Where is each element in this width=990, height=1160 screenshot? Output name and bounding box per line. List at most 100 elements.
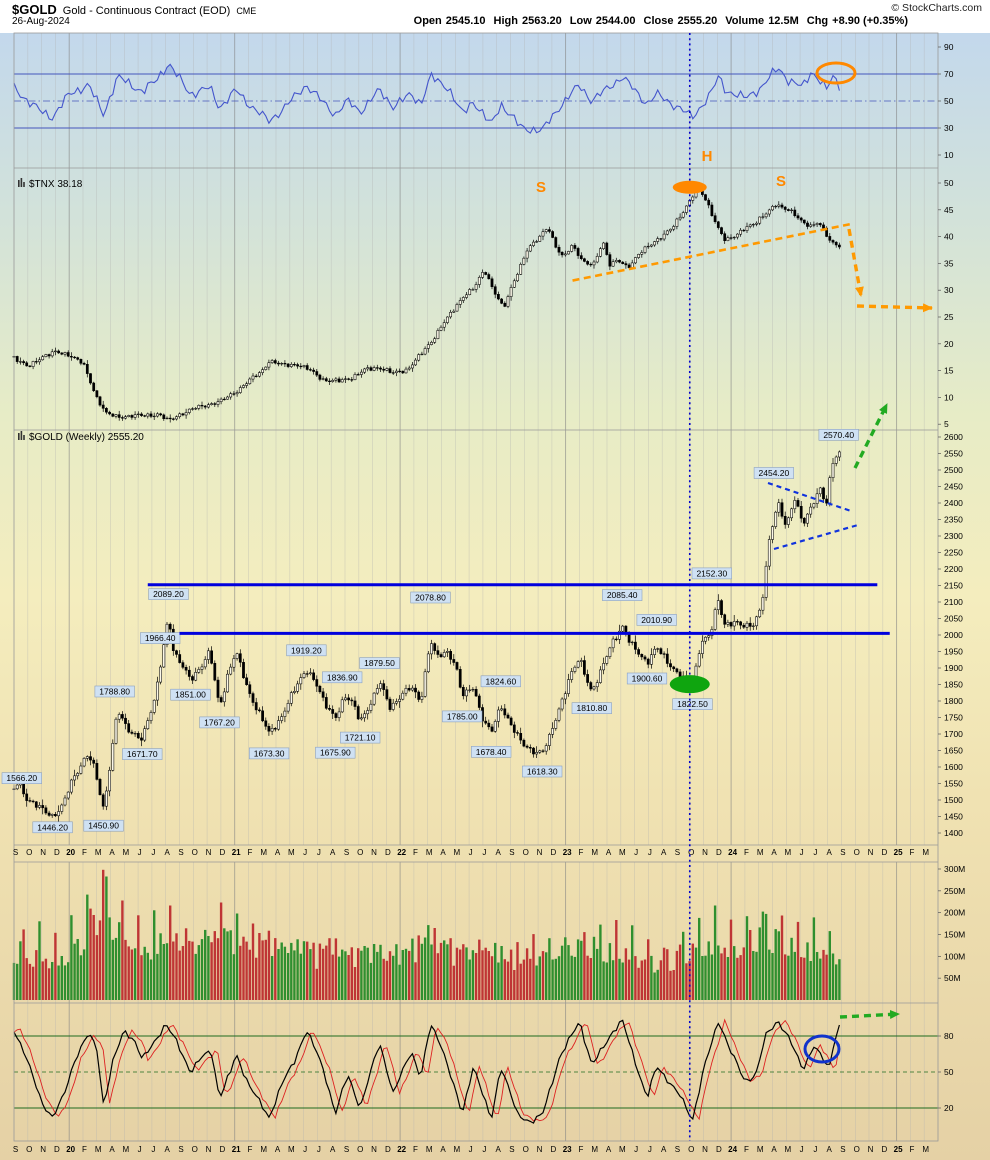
svg-text:2300: 2300 [944, 531, 963, 541]
svg-text:A: A [440, 848, 446, 857]
gold-bottom-ellipse [669, 675, 710, 694]
svg-text:F: F [909, 1145, 914, 1154]
svg-text:2089.20: 2089.20 [153, 589, 184, 599]
svg-text:S: S [840, 848, 845, 857]
svg-text:50: 50 [944, 96, 954, 106]
svg-text:2085.40: 2085.40 [607, 590, 638, 600]
quote-label: Close [643, 15, 674, 27]
svg-text:M: M [453, 1145, 460, 1154]
svg-text:M: M [922, 848, 929, 857]
svg-text:A: A [661, 848, 667, 857]
svg-text:S: S [344, 1145, 349, 1154]
annotations: S H S [147, 33, 933, 1141]
svg-text:N: N [206, 848, 212, 857]
svg-text:J: J [800, 848, 804, 857]
svg-text:1788.80: 1788.80 [99, 687, 130, 697]
svg-text:J: J [648, 1145, 652, 1154]
svg-text:A: A [771, 1145, 777, 1154]
svg-text:A: A [661, 1145, 667, 1154]
quote-label: Chg [806, 15, 829, 27]
svg-text:A: A [440, 1145, 446, 1154]
svg-text:N: N [868, 1145, 874, 1154]
svg-text:J: J [138, 1145, 142, 1154]
svg-text:N: N [206, 1145, 212, 1154]
x-axis-labels: SSOONNDD2020FFMMAAMMJJJJAASSOONNDD2121FF… [13, 848, 930, 1154]
svg-text:D: D [54, 1145, 60, 1154]
svg-text:1550: 1550 [944, 779, 963, 789]
svg-text:35: 35 [944, 258, 954, 268]
exchange: CME [236, 6, 257, 16]
svg-text:M: M [288, 848, 295, 857]
svg-text:O: O [523, 1145, 529, 1154]
svg-text:S: S [178, 848, 183, 857]
svg-text:O: O [26, 848, 32, 857]
svg-text:M: M [426, 1145, 433, 1154]
panel-frame [13, 32, 939, 1142]
svg-text:O: O [688, 1145, 694, 1154]
copyright: © StockCharts.com [891, 2, 982, 14]
svg-text:1750: 1750 [944, 713, 963, 723]
svg-text:A: A [771, 848, 777, 857]
svg-text:J: J [151, 1145, 155, 1154]
svg-text:A: A [109, 1145, 115, 1154]
svg-text:D: D [881, 848, 887, 857]
svg-text:S: S [675, 848, 680, 857]
svg-text:M: M [757, 848, 764, 857]
stoch-momentum-arrow [839, 1009, 900, 1019]
svg-text:1618.30: 1618.30 [527, 767, 558, 777]
svg-text:D: D [54, 848, 60, 857]
right-axis: 90 70 50 30 10 50 45 40 35 30 25 20 15 10 5 2600 2550 250… [938, 42, 965, 1113]
svg-text:A: A [275, 848, 281, 857]
svg-text:2500: 2500 [944, 465, 963, 475]
svg-text:25: 25 [894, 848, 903, 857]
svg-text:1500: 1500 [944, 795, 963, 805]
svg-text:A: A [109, 848, 115, 857]
price-labels: 1566.20 1446.20 1450.90 1788.80 1671.70 2089.… [1, 428, 859, 834]
chart-header: $GOLD Gold - Continuous Contract (EOD) CME… [0, 0, 990, 33]
svg-text:F: F [578, 848, 583, 857]
quote-label: High [493, 15, 518, 27]
svg-text:70: 70 [944, 69, 954, 79]
svg-text:F: F [413, 848, 418, 857]
svg-text:1900.60: 1900.60 [632, 673, 663, 683]
svg-text:2010.90: 2010.90 [641, 615, 672, 625]
svg-text:N: N [702, 848, 708, 857]
svg-text:S: S [13, 848, 18, 857]
svg-text:A: A [165, 848, 171, 857]
svg-text:A: A [165, 1145, 171, 1154]
gold-label: $GOLD (Weekly) 2555.20 [18, 431, 144, 443]
svg-text:1800: 1800 [944, 696, 963, 706]
svg-text:F: F [744, 1145, 749, 1154]
symbol-name: Gold - Continuous Contract (EOD) [62, 5, 231, 17]
svg-text:D: D [550, 848, 556, 857]
svg-text:1822.50: 1822.50 [677, 699, 708, 709]
svg-text:30: 30 [944, 123, 954, 133]
svg-text:50: 50 [944, 1067, 954, 1077]
svg-text:1785.00: 1785.00 [447, 711, 478, 721]
svg-text:M: M [288, 1145, 295, 1154]
svg-text:A: A [330, 848, 336, 857]
svg-text:S: S [509, 848, 514, 857]
svg-text:90: 90 [944, 42, 954, 52]
rsi-highlight-ellipse [815, 61, 857, 85]
svg-text:5: 5 [944, 419, 949, 429]
svg-text:M: M [784, 848, 791, 857]
svg-text:1836.90: 1836.90 [327, 672, 358, 682]
svg-text:1851.00: 1851.00 [175, 690, 206, 700]
svg-text:S: S [509, 1145, 514, 1154]
svg-text:23: 23 [563, 1145, 572, 1154]
quote-label: Open [413, 15, 442, 27]
svg-text:A: A [826, 1145, 832, 1154]
svg-text:J: J [151, 848, 155, 857]
tnx-label: $TNX 38.18 [18, 178, 83, 190]
stoch-panel [13, 1018, 938, 1124]
svg-text:J: J [317, 848, 321, 857]
svg-text:80: 80 [944, 1031, 954, 1041]
quote-value: +8.90 (+0.35%) [832, 15, 908, 27]
svg-text:O: O [357, 1145, 363, 1154]
svg-text:F: F [248, 848, 253, 857]
svg-text:1700: 1700 [944, 729, 963, 739]
svg-text:S: S [13, 1145, 18, 1154]
svg-text:2100: 2100 [944, 597, 963, 607]
